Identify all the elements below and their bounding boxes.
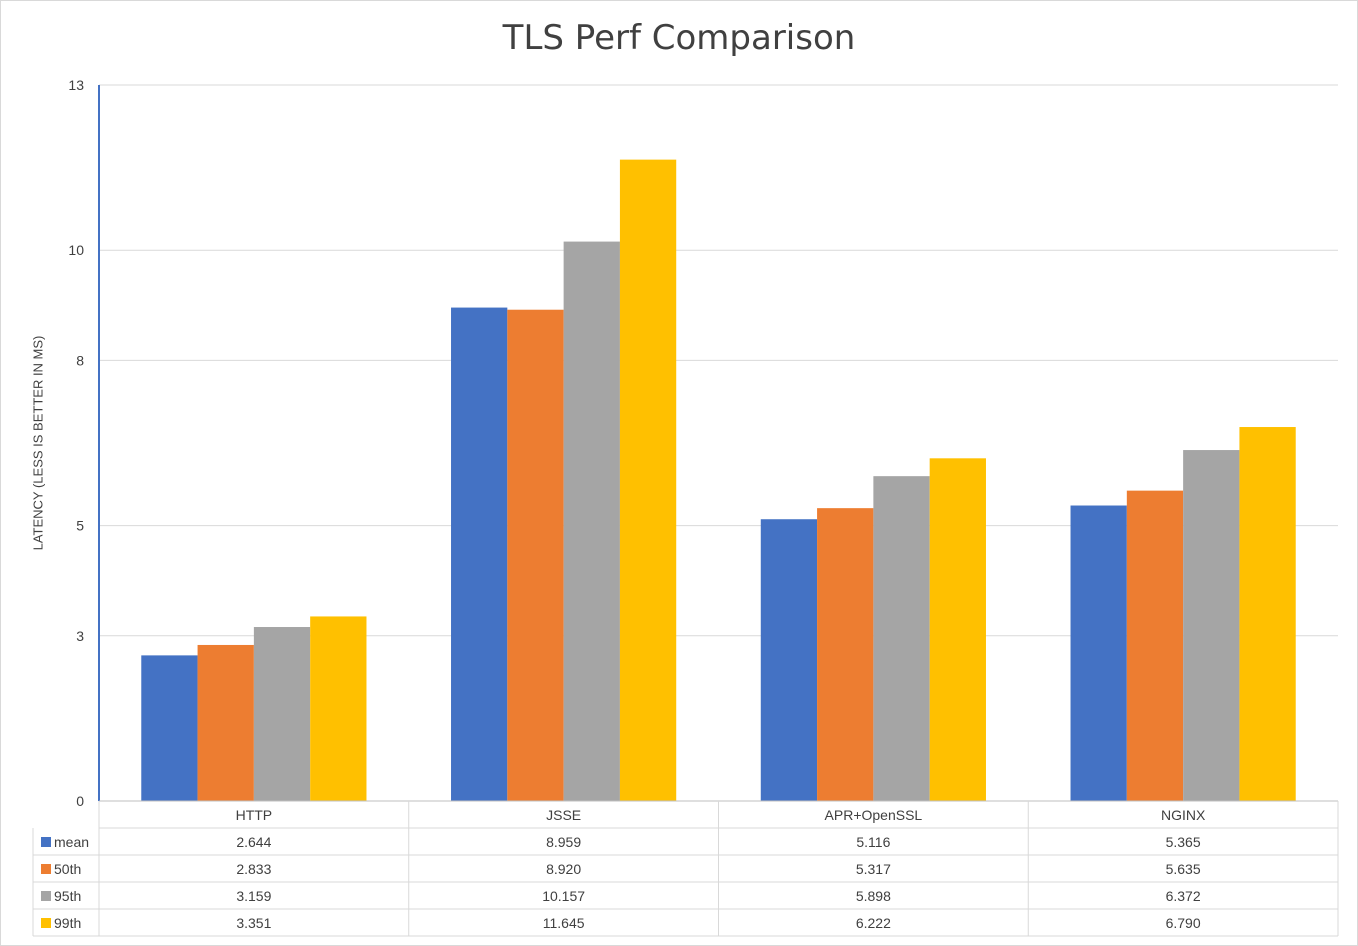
data-label: 3.159 — [236, 888, 271, 904]
y-tick-label: 8 — [76, 352, 84, 368]
bar-99th-jsse — [619, 159, 677, 802]
x-tick-label: JSSE — [546, 807, 581, 823]
bar-mean-apr-openssl — [760, 519, 818, 801]
data-label: 6.222 — [856, 915, 891, 931]
x-tick-label: APR+OpenSSL — [825, 807, 923, 823]
legend-label-50th: 50th — [54, 861, 81, 877]
bar-50th-nginx — [1126, 490, 1184, 801]
legend-label-95th: 95th — [54, 888, 81, 904]
bar-99th-http — [310, 616, 367, 801]
bar-95th-http — [253, 627, 311, 801]
legend-label-99th: 99th — [54, 915, 81, 931]
y-tick-label: 3 — [76, 628, 84, 644]
legend-label-mean: mean — [54, 834, 89, 850]
data-label: 5.365 — [1166, 834, 1201, 850]
bar-95th-apr-openssl — [873, 476, 930, 801]
data-label: 5.898 — [856, 888, 891, 904]
data-label: 3.351 — [236, 915, 271, 931]
x-tick-label: HTTP — [236, 807, 273, 823]
legend-swatch-99th — [41, 918, 51, 928]
legend-swatch-95th — [41, 891, 51, 901]
bar-50th-apr-openssl — [817, 508, 874, 801]
data-label: 11.645 — [543, 915, 585, 931]
bar-95th-nginx — [1183, 450, 1240, 801]
y-tick-label: 5 — [76, 518, 84, 534]
bar-99th-apr-openssl — [929, 458, 986, 801]
y-tick-label: 10 — [68, 242, 84, 258]
y-tick-label: 0 — [76, 793, 84, 809]
data-table: HTTP JSSE APR+OpenSSL NGINX mean 2.644 8.959 5.… — [32, 801, 1339, 937]
data-label: 5.116 — [856, 834, 890, 850]
data-label: 2.833 — [236, 861, 271, 877]
bar-mean-http — [141, 655, 198, 801]
bars — [141, 159, 1296, 802]
chart-title: TLS Perf Comparison — [502, 18, 856, 58]
x-tick-label: NGINX — [1161, 807, 1206, 823]
bar-99th-nginx — [1239, 427, 1296, 801]
data-label: 2.644 — [236, 834, 271, 850]
data-label: 8.920 — [546, 861, 581, 877]
bar-50th-jsse — [507, 309, 564, 801]
data-label: 5.635 — [1166, 861, 1201, 877]
y-axis-ticks: 0 3 5 8 10 13 — [68, 77, 84, 809]
bar-50th-http — [197, 644, 254, 801]
data-label: 6.372 — [1166, 888, 1201, 904]
legend-swatch-50th — [41, 864, 51, 874]
data-label: 6.790 — [1166, 915, 1201, 931]
legend-swatch-mean — [41, 837, 51, 847]
bar-95th-jsse — [563, 241, 620, 802]
y-tick-label: 13 — [68, 77, 84, 93]
data-label: 10.157 — [542, 888, 585, 904]
bar-mean-jsse — [451, 307, 508, 801]
bar-mean-nginx — [1070, 505, 1127, 801]
data-label: 5.317 — [856, 861, 891, 877]
data-label: 8.959 — [546, 834, 581, 850]
